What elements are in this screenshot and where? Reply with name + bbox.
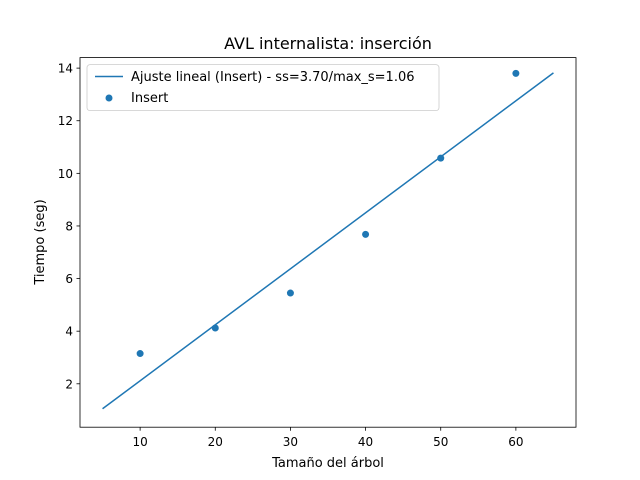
x-tick-label: 10 xyxy=(132,435,147,449)
data-point xyxy=(136,350,144,358)
data-point xyxy=(211,324,219,332)
y-tick-label: 10 xyxy=(58,167,73,181)
data-point xyxy=(286,289,294,297)
legend-label-fit: Ajuste lineal (Insert) - ss=3.70/max_s=1… xyxy=(131,70,415,85)
x-axis-label: Tamaño del árbol xyxy=(271,456,384,471)
x-tick-label: 20 xyxy=(208,435,223,449)
fit-line xyxy=(102,72,554,410)
legend: Ajuste lineal (Insert) - ss=3.70/max_s=1… xyxy=(86,64,440,111)
data-point xyxy=(437,154,445,162)
legend-label-points: Insert xyxy=(131,91,168,106)
data-marks xyxy=(102,69,554,410)
x-tick-label: 40 xyxy=(358,435,373,449)
y-axis-label: Tiempo (seg) xyxy=(33,199,48,285)
y-tick-label: 6 xyxy=(65,272,73,286)
x-tick-label: 60 xyxy=(508,435,523,449)
x-axis-ticks: 10 20 30 40 50 60 xyxy=(132,427,524,449)
y-tick-label: 12 xyxy=(58,114,73,128)
x-tick-label: 50 xyxy=(433,435,448,449)
axes-frame xyxy=(79,57,577,428)
y-tick-label: 8 xyxy=(65,219,73,233)
y-tick-label: 2 xyxy=(65,377,73,391)
x-tick-label: 30 xyxy=(283,435,298,449)
legend-box xyxy=(86,64,440,111)
legend-point-swatch xyxy=(105,94,113,102)
data-point xyxy=(362,230,370,238)
data-point xyxy=(512,69,520,77)
y-tick-label: 4 xyxy=(65,325,73,339)
y-axis-ticks: 2 4 6 8 10 12 14 xyxy=(58,62,80,391)
plot-area: 10 20 30 40 50 60 2 4 6 8 10 12 14 xyxy=(58,57,577,449)
chart-title: AVL internalista: inserción xyxy=(224,34,432,53)
y-tick-label: 14 xyxy=(58,62,73,76)
